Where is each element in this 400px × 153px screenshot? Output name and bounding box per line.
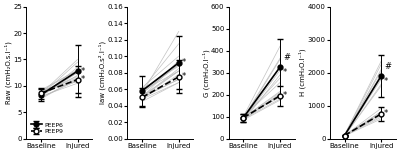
Text: *: *: [182, 72, 186, 81]
Text: *: *: [80, 75, 85, 84]
Text: *: *: [384, 109, 388, 118]
Text: *: *: [80, 67, 85, 76]
Text: *: *: [182, 58, 186, 67]
Y-axis label: Raw (cmH₂O.s.l⁻¹): Raw (cmH₂O.s.l⁻¹): [4, 41, 12, 104]
Legend: PEEP6, PEEP9: PEEP6, PEEP9: [29, 121, 64, 136]
Y-axis label: Iaw (cmH₂O.s².l⁻¹): Iaw (cmH₂O.s².l⁻¹): [99, 41, 106, 104]
Y-axis label: G (cmH₂O.l⁻¹): G (cmH₂O.l⁻¹): [202, 49, 210, 97]
Text: *: *: [283, 91, 287, 100]
Text: *: *: [384, 77, 388, 86]
Text: *: *: [283, 69, 287, 77]
Text: #: #: [283, 53, 290, 62]
Y-axis label: H (cmH₂O.l⁻¹): H (cmH₂O.l⁻¹): [299, 49, 306, 97]
Text: #: #: [384, 62, 391, 71]
